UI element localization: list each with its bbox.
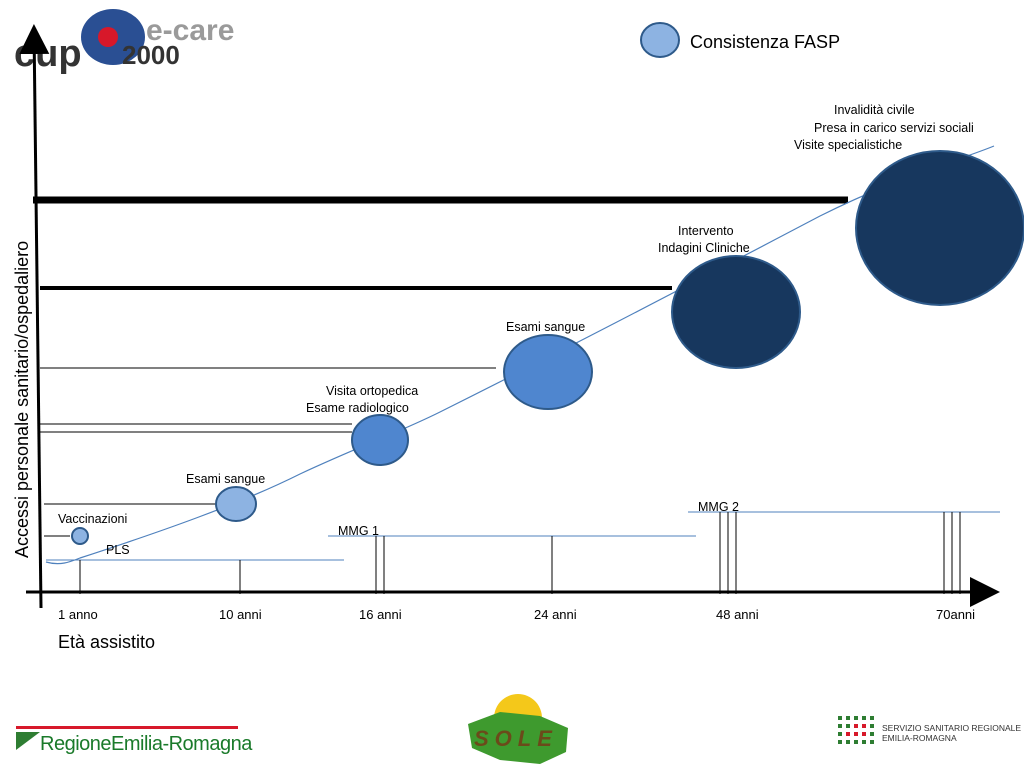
ssr-line2: EMILIA-ROMAGNA — [882, 733, 957, 743]
x-tick-label-16-anni: 16 anni — [359, 607, 402, 622]
label-mmg2: MMG 2 — [698, 500, 739, 514]
bubble-esami-sangue-10 — [215, 486, 257, 522]
sole-logo: SOLE — [468, 694, 568, 764]
regione-emilia-romagna-logo: RegioneEmilia-Romagna — [16, 726, 254, 755]
regione-logo-red-bar — [16, 726, 238, 729]
y-axis — [19, 24, 50, 609]
label-intervento: Intervento — [678, 224, 734, 238]
regione-logo-green-flag-icon — [16, 732, 40, 750]
x-tick-label-70-anni: 70anni — [936, 607, 975, 622]
sole-region-shape-icon — [468, 712, 568, 764]
sole-text: SOLE — [474, 726, 558, 751]
vertical-ticks — [79, 512, 961, 594]
legend: Consistenza FASP — [640, 22, 840, 58]
label-visite-specialistiche: Visite specialistiche — [794, 138, 902, 152]
x-tick-label-48-anni: 48 anni — [716, 607, 759, 622]
label-esami-sangue-1: Esami sangue — [186, 472, 265, 486]
bubble-esami-sangue-24 — [503, 334, 593, 410]
axes — [19, 24, 1000, 609]
label-mmg1: MMG 1 — [338, 524, 379, 538]
annotations: Vaccinazioni PLS Esami sangue Visita ort… — [58, 103, 974, 557]
logo-ecare-text: e-care — [146, 14, 234, 47]
logo-2000-text: 2000 — [122, 40, 180, 70]
trend-curve — [45, 145, 995, 565]
label-invalidita-civile: Invalidità civile — [834, 103, 915, 117]
label-indagini-cliniche: Indagini Cliniche — [658, 241, 750, 255]
x-tick-label-10-anni: 10 anni — [219, 607, 262, 622]
label-visita-ortopedica: Visita ortopedica — [326, 384, 418, 398]
level-bars — [33, 196, 848, 537]
logo-red-dot-icon — [98, 27, 118, 47]
bubble-intervento-48 — [671, 255, 801, 369]
legend-bubble-icon — [640, 22, 680, 58]
ssr-line1: SERVIZIO SANITARIO REGIONALE — [882, 723, 1021, 733]
legend-label: Consistenza FASP — [690, 32, 840, 52]
label-esame-radiologico: Esame radiologico — [306, 401, 409, 415]
x-tick-label-24-anni: 24 anni — [534, 607, 577, 622]
service-lines — [46, 511, 1000, 561]
bubble-visita-ortopedica-16 — [351, 414, 409, 466]
x-tick-label-1-anno: 1 anno — [58, 607, 98, 622]
ssr-grid-icon — [836, 714, 874, 750]
cup-ecare-2000-logo: cup e-care 2000 — [14, 9, 234, 75]
label-vaccinazioni: Vaccinazioni — [58, 512, 127, 526]
bubbles — [71, 150, 1024, 545]
label-pls: PLS — [106, 543, 130, 557]
label-presa-in-carico: Presa in carico servizi sociali — [814, 121, 974, 135]
logo-cup-text: cup — [14, 33, 82, 75]
servizio-sanitario-regionale-logo: SERVIZIO SANITARIO REGIONALE EMILIA-ROMA… — [836, 714, 1021, 750]
x-axis-label: Età assistito — [58, 632, 155, 652]
bubble-invalidita-70 — [855, 150, 1024, 306]
bubble-vaccinazioni — [71, 527, 89, 545]
label-esami-sangue-2: Esami sangue — [506, 320, 585, 334]
y-axis-label: Accessi personale sanitario/ospedaliero — [12, 241, 32, 558]
regione-logo-text: RegioneEmilia-Romagna — [40, 733, 253, 755]
x-tick-labels: 1 anno 10 anni 16 anni 24 anni 48 anni 7… — [58, 607, 975, 622]
